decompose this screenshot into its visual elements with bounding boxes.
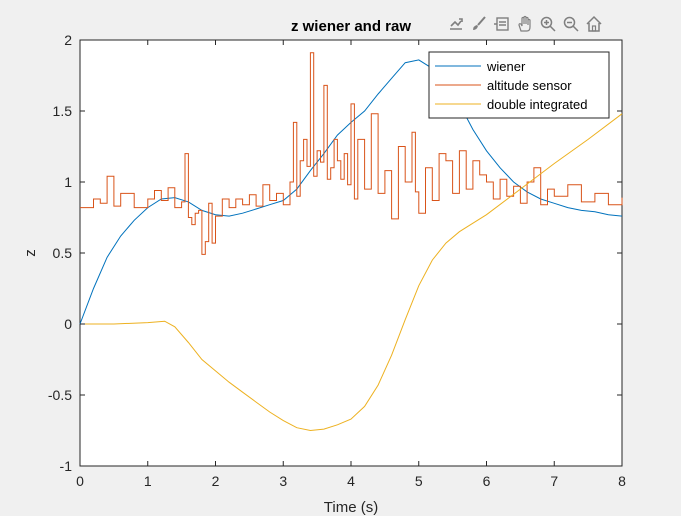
y-axis-label: z	[22, 249, 39, 257]
zoom-in-icon[interactable]	[538, 14, 558, 34]
zoom-out-icon[interactable]	[561, 14, 581, 34]
series-line-2	[80, 52, 623, 255]
y-tick-label: 0.5	[53, 245, 73, 261]
data-tips-icon[interactable]	[492, 14, 512, 34]
x-tick-label: 6	[483, 473, 491, 489]
legend-entry: wiener	[486, 59, 526, 74]
pan-icon[interactable]	[515, 14, 535, 34]
brush-icon[interactable]	[469, 14, 489, 34]
x-tick-label: 4	[347, 473, 355, 489]
x-tick-label: 5	[415, 473, 423, 489]
y-tick-label: 0	[64, 316, 72, 332]
x-axis-label: Time (s)	[324, 499, 378, 516]
axes-toolbar	[446, 12, 604, 36]
y-tick-label: -1	[60, 458, 73, 474]
x-tick-label: 3	[279, 473, 287, 489]
home-icon[interactable]	[584, 14, 604, 34]
y-tick-label: -0.5	[48, 387, 72, 403]
y-tick-label: 1.5	[53, 103, 73, 119]
legend-entry: altitude sensor	[487, 78, 572, 93]
y-tick-label: 1	[64, 174, 72, 190]
x-tick-label: 8	[618, 473, 626, 489]
chart-title: z wiener and raw	[291, 18, 411, 35]
export-icon[interactable]	[446, 14, 466, 34]
x-tick-label: 2	[212, 473, 220, 489]
y-axis: -1 -0.5 0 0.5 1 1.5 2	[48, 32, 622, 474]
x-axis: 0 1 2 3 4 5 6 7 8	[76, 40, 626, 489]
y-tick-label: 2	[64, 32, 72, 48]
series-layer	[79, 52, 623, 432]
legend-entry: double integrated	[487, 97, 587, 112]
x-tick-label: 0	[76, 473, 84, 489]
x-tick-label: 1	[144, 473, 152, 489]
x-tick-label: 7	[550, 473, 558, 489]
series-line-3	[80, 113, 623, 432]
legend: wiener altitude sensor double integrated	[428, 51, 610, 119]
